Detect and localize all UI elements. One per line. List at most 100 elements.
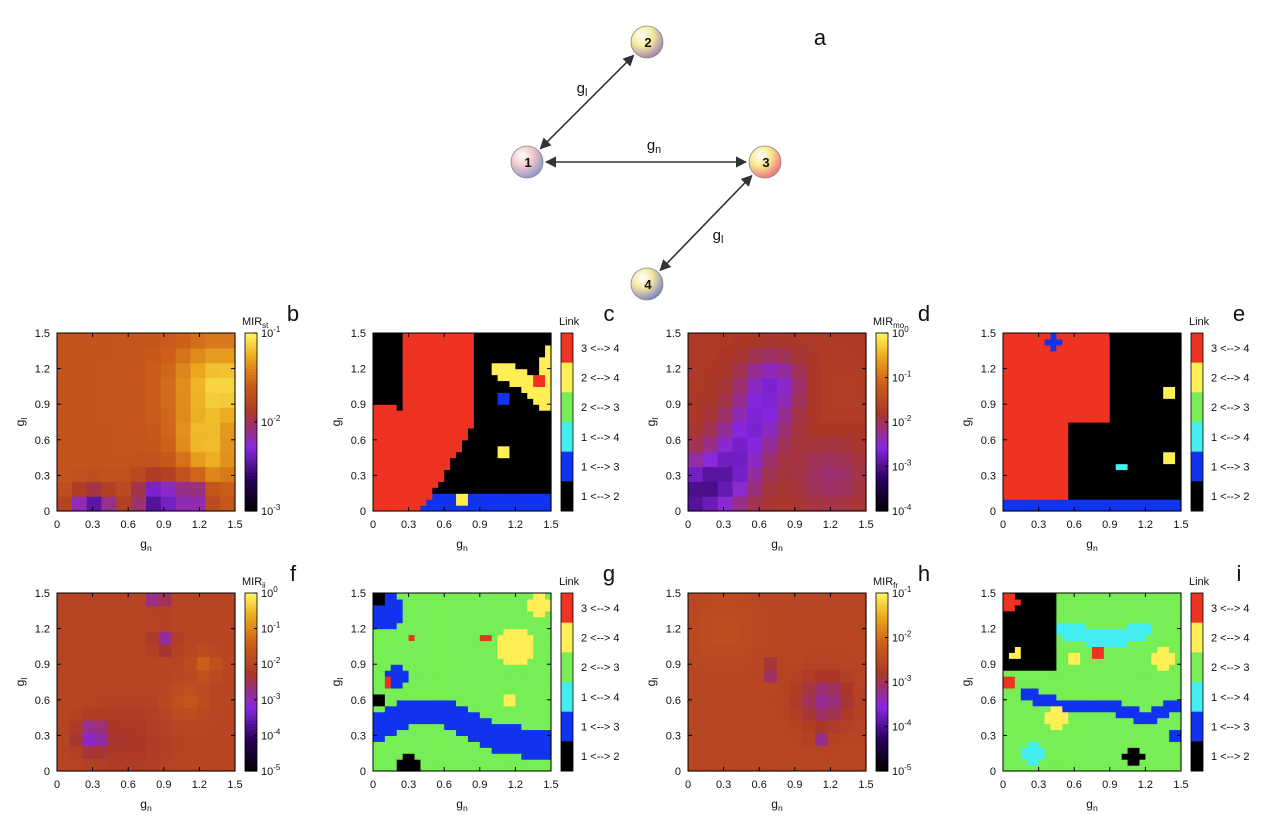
heatmap-cell [438, 640, 445, 647]
heatmap-cell [533, 427, 540, 435]
heatmap-cell [1169, 729, 1176, 736]
y-tick-label: 0.9 [35, 659, 50, 671]
heatmap-cell [491, 723, 499, 731]
heatmap-cell [384, 765, 392, 772]
colorbar-segment [245, 380, 257, 385]
heatmap-cell [789, 669, 804, 683]
heatmap-cell [515, 687, 522, 695]
heatmap-cell [1092, 652, 1099, 659]
heatmap-cell [1062, 711, 1069, 719]
heatmap-cell [1050, 634, 1057, 642]
heatmap-cell [1121, 475, 1129, 482]
heatmap-cell [1074, 687, 1081, 695]
heatmap-cell [539, 699, 546, 707]
heatmap-cell [408, 664, 416, 671]
heatmap-cell [1092, 487, 1099, 494]
heatmap-cell [1056, 475, 1063, 482]
heatmap-cell [462, 753, 469, 760]
heatmap-cell [438, 380, 445, 387]
heatmap-cell [503, 652, 511, 659]
heatmap-cell [1003, 493, 1010, 500]
heatmap-cell [408, 628, 416, 636]
legend-label: 2 <--> 3 [1211, 402, 1250, 414]
heatmap-cell [209, 656, 223, 670]
heatmap-cell [146, 631, 160, 645]
heatmap-cell [827, 643, 842, 658]
heatmap-cell [1020, 469, 1028, 476]
x-tick-label: 0 [1000, 519, 1006, 531]
heatmap-cell [420, 735, 427, 742]
heatmap-cell [491, 344, 499, 352]
colorbar-segment [245, 442, 257, 447]
heatmap-cell [515, 735, 522, 742]
heatmap-cell [1092, 598, 1099, 606]
heatmap-cell [497, 398, 505, 405]
colorbar-segment [245, 365, 257, 370]
heatmap-cell [1139, 338, 1146, 346]
heatmap-cell [1080, 350, 1087, 358]
heatmap-cell [1086, 610, 1093, 618]
heatmap-cell [1097, 729, 1105, 736]
colorbar-segment [245, 478, 257, 482]
heatmap-cell [426, 634, 433, 642]
heatmap-cell [840, 593, 854, 607]
heatmap-cell [69, 669, 84, 683]
heatmap-cell [420, 350, 427, 358]
node-label-1: 1 [524, 155, 531, 170]
heatmap-cell [467, 664, 475, 671]
heatmap-cell [515, 422, 522, 429]
heatmap-cell [497, 463, 505, 471]
heatmap-cell [408, 676, 416, 683]
heatmap-cell [1097, 741, 1105, 748]
heatmap-cell [1062, 693, 1069, 701]
heatmap-cell [57, 605, 71, 620]
heatmap-cell [1008, 628, 1016, 636]
heatmap-cell [747, 333, 763, 349]
heatmap-cell [414, 433, 422, 441]
heatmap-cell [450, 427, 457, 435]
heatmap-cell [1097, 693, 1105, 701]
heatmap-cell [821, 436, 837, 453]
heatmap-cell [1139, 439, 1146, 447]
heatmap-cell [384, 687, 392, 695]
heatmap-cell [1139, 374, 1146, 382]
heatmap-cell [1080, 658, 1087, 665]
colorbar-tick-exp: -4 [904, 503, 912, 512]
heatmap-cell [420, 427, 427, 435]
heatmap-cell [1133, 350, 1141, 358]
heatmap-cell [491, 398, 499, 405]
heatmap-cell [1103, 368, 1111, 376]
heatmap-cell [539, 687, 546, 695]
heatmap-cell [1133, 356, 1141, 364]
heatmap-cell [1032, 416, 1040, 423]
legend-label: 1 <--> 3 [1211, 462, 1250, 474]
heatmap-cell [509, 457, 516, 465]
colorbar-segment [245, 735, 257, 739]
heatmap-cell [1074, 616, 1081, 624]
heatmap-cell [390, 628, 398, 636]
heatmap-cell [420, 439, 427, 447]
heatmap-cell [432, 350, 439, 358]
heatmap-cell [384, 699, 392, 707]
heatmap-cell [420, 333, 427, 340]
heatmap-cell [1086, 356, 1093, 364]
heatmap-cell [101, 422, 117, 438]
heatmap-cell [462, 723, 469, 731]
heatmap-cell [485, 729, 493, 736]
heatmap-cell [1080, 433, 1087, 441]
heatmap-cell [426, 505, 433, 512]
heatmap-cell [402, 634, 410, 642]
heatmap-cell [146, 347, 162, 364]
heatmap-cell [378, 711, 386, 719]
colorbar-segment [876, 380, 888, 385]
heatmap-cell [491, 604, 499, 612]
colorbar-segment [245, 726, 257, 731]
heatmap-cell [1092, 604, 1099, 612]
heatmap-cell [438, 344, 445, 352]
heatmap-cell [402, 445, 410, 453]
heatmap-cell [426, 493, 433, 500]
heatmap-cell [1097, 640, 1105, 647]
heatmap-cell [1151, 616, 1158, 624]
heatmap-cell [396, 610, 404, 618]
heatmap-cell [1133, 333, 1141, 340]
